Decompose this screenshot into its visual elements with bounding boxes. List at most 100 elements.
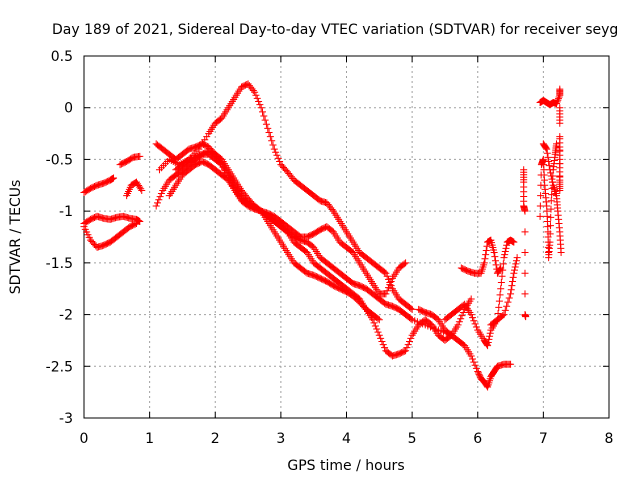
data-point <box>547 205 555 213</box>
data-point <box>536 202 544 210</box>
data-point <box>557 249 565 257</box>
series-track-i <box>152 140 383 324</box>
data-point <box>543 145 551 153</box>
series-track-c-early <box>80 220 140 251</box>
data-point <box>554 96 562 104</box>
data-point <box>467 311 475 319</box>
data-point <box>403 344 411 352</box>
data-point <box>509 277 517 285</box>
series-track-r-edge <box>556 104 564 194</box>
data-point <box>512 257 520 265</box>
x-tick-label: 3 <box>276 431 285 447</box>
data-point <box>455 318 463 326</box>
data-point <box>260 112 268 120</box>
series-track-h <box>172 147 410 298</box>
data-point <box>133 220 140 228</box>
data-point <box>510 238 518 246</box>
data-point <box>495 297 503 305</box>
data-point <box>499 312 507 320</box>
data-point <box>504 298 512 306</box>
data-point <box>255 98 263 106</box>
data-point <box>497 285 505 293</box>
data-point <box>502 244 510 252</box>
data-point <box>484 342 492 350</box>
data-point <box>249 87 257 95</box>
series-track-g <box>165 157 455 339</box>
data-point <box>521 249 529 257</box>
y-tick-label: -2.5 <box>46 359 73 375</box>
data-point <box>497 279 505 287</box>
data-point <box>268 137 276 145</box>
data-marks <box>80 80 565 391</box>
data-point <box>256 101 264 109</box>
data-point <box>480 259 488 267</box>
data-point <box>259 108 266 116</box>
data-point <box>503 241 511 249</box>
data-point <box>210 149 218 157</box>
data-point <box>508 282 516 290</box>
data-point <box>481 255 489 263</box>
data-point <box>521 290 529 298</box>
data-point <box>472 323 480 331</box>
data-point <box>556 186 564 194</box>
data-point <box>546 166 554 174</box>
data-point <box>496 265 504 273</box>
y-tick-label: -2 <box>59 308 73 324</box>
data-point <box>546 222 554 230</box>
data-point <box>382 290 390 298</box>
data-point <box>512 260 520 268</box>
data-point <box>472 364 480 372</box>
data-point <box>373 325 381 333</box>
data-point <box>476 372 484 380</box>
data-point <box>406 337 413 345</box>
data-point <box>507 290 515 298</box>
data-point <box>545 162 553 170</box>
x-tick-label: 7 <box>539 431 548 447</box>
data-point <box>497 264 505 272</box>
data-point <box>474 369 482 377</box>
grid-lines <box>84 56 609 418</box>
axis-ticks <box>83 55 610 419</box>
x-tick-label: 6 <box>473 431 482 447</box>
data-point <box>494 310 502 318</box>
data-point <box>387 277 395 285</box>
data-point <box>264 124 272 132</box>
data-point <box>402 259 410 267</box>
data-point <box>556 146 564 154</box>
data-point <box>537 192 545 200</box>
data-point <box>542 144 550 152</box>
data-point <box>482 246 490 254</box>
data-point <box>265 129 273 137</box>
data-point <box>269 141 277 149</box>
data-point <box>547 213 555 221</box>
series-track-n-edge <box>520 166 530 321</box>
data-point <box>251 88 259 96</box>
data-point <box>371 322 379 330</box>
data-point <box>549 178 557 186</box>
data-point <box>510 269 518 277</box>
data-point <box>407 334 415 342</box>
data-point <box>492 261 500 269</box>
data-point <box>400 347 408 355</box>
data-point <box>553 98 561 106</box>
data-point <box>500 254 508 262</box>
data-point <box>407 304 415 312</box>
data-point <box>156 193 164 201</box>
y-tick-label: -0.5 <box>46 152 73 168</box>
data-point <box>486 332 494 340</box>
data-point <box>482 251 490 259</box>
data-point <box>547 172 555 180</box>
data-point <box>554 95 562 103</box>
data-point <box>262 120 270 128</box>
data-point <box>370 319 378 327</box>
data-point <box>402 347 410 355</box>
data-point <box>545 157 553 165</box>
data-point <box>475 370 483 378</box>
data-point <box>454 321 462 329</box>
series-track-e-early <box>123 178 146 200</box>
series-track-p-edge <box>536 85 564 109</box>
x-tick-label: 8 <box>605 431 614 447</box>
y-tick-label: -1.5 <box>46 256 73 272</box>
data-point <box>382 269 390 277</box>
